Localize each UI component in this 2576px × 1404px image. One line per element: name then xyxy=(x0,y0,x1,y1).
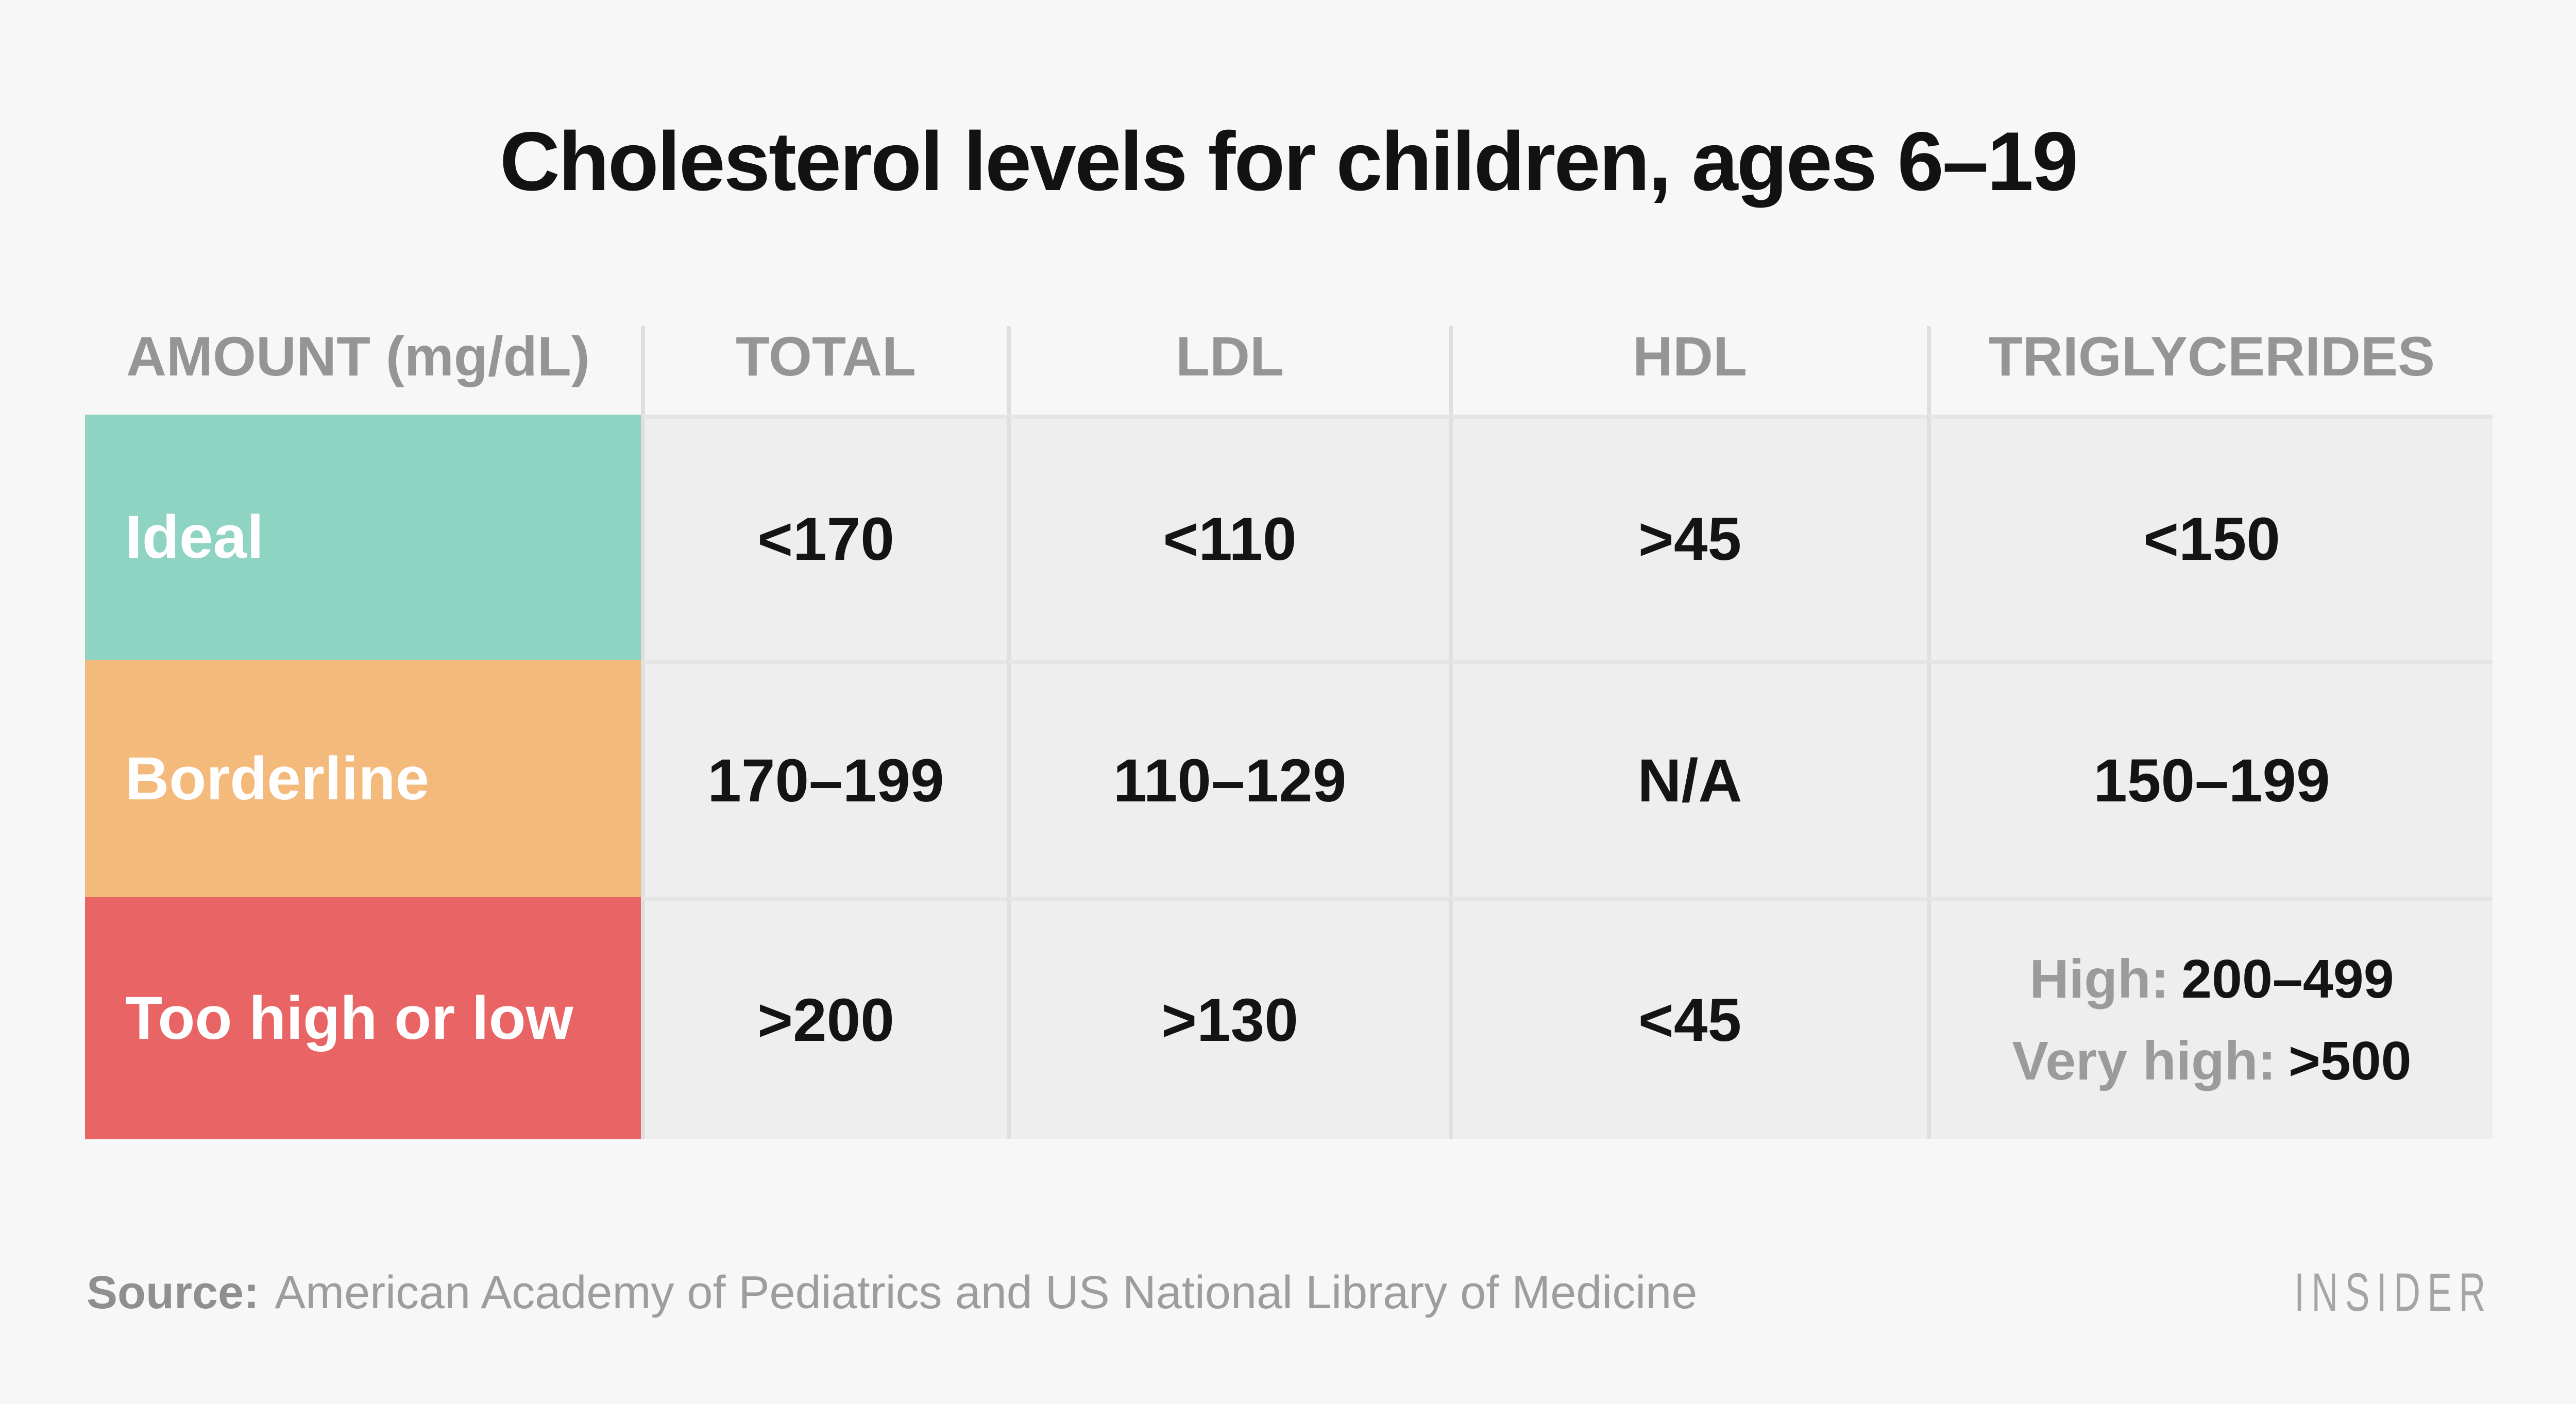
insider-logo: INSIDER xyxy=(2294,1262,2493,1323)
header-ldl: LDL xyxy=(1007,325,1449,415)
cell-too-high-triglycerides: High: 200–499 Very high: >500 xyxy=(1927,897,2493,1139)
triglycerides-very-high-value: >500 xyxy=(2288,1031,2412,1091)
header-amount: AMOUNT (mg/dL) xyxy=(126,325,590,387)
cell-borderline-ldl: 110–129 xyxy=(1007,660,1449,897)
cell-ideal-triglycerides: <150 xyxy=(1927,415,2493,660)
triglycerides-high-value: 200–499 xyxy=(2181,949,2394,1009)
page-title: Cholesterol levels for children, ages 6–… xyxy=(499,114,2078,208)
triglycerides-very-high-line: Very high: >500 xyxy=(2012,1020,2411,1102)
cell-too-high-total: >200 xyxy=(641,897,1007,1139)
header-total: TOTAL xyxy=(641,325,1007,415)
row-label-too-high-or-low: Too high or low xyxy=(85,897,641,1139)
source-text: American Academy of Pediatrics and US Na… xyxy=(275,1266,1698,1319)
triglycerides-very-high-label: Very high: xyxy=(2012,1031,2276,1091)
cholesterol-table: AMOUNT (mg/dL) TOTAL LDL HDL TRIGLYCERID… xyxy=(85,325,2493,1139)
footer: Source: American Academy of Pediatrics an… xyxy=(87,1262,2493,1324)
cell-too-high-hdl: <45 xyxy=(1449,897,1927,1139)
row-label-borderline: Borderline xyxy=(85,660,641,897)
header-triglycerides: TRIGLYCERIDES xyxy=(1927,325,2493,415)
cell-borderline-hdl: N/A xyxy=(1449,660,1927,897)
row-label-ideal: Ideal xyxy=(85,415,641,660)
cell-too-high-ldl: >130 xyxy=(1007,897,1449,1139)
cell-ideal-ldl: <110 xyxy=(1007,415,1449,660)
triglycerides-high-line: High: 200–499 xyxy=(2029,938,2394,1020)
source-label: Source: xyxy=(87,1266,260,1319)
header-hdl: HDL xyxy=(1449,325,1927,415)
cell-borderline-triglycerides: 150–199 xyxy=(1927,660,2493,897)
triglycerides-high-label: High: xyxy=(2029,949,2170,1009)
source-line: Source: American Academy of Pediatrics an… xyxy=(87,1266,1697,1320)
cell-borderline-total: 170–199 xyxy=(641,660,1007,897)
cell-ideal-hdl: >45 xyxy=(1449,415,1927,660)
cell-ideal-total: <170 xyxy=(641,415,1007,660)
